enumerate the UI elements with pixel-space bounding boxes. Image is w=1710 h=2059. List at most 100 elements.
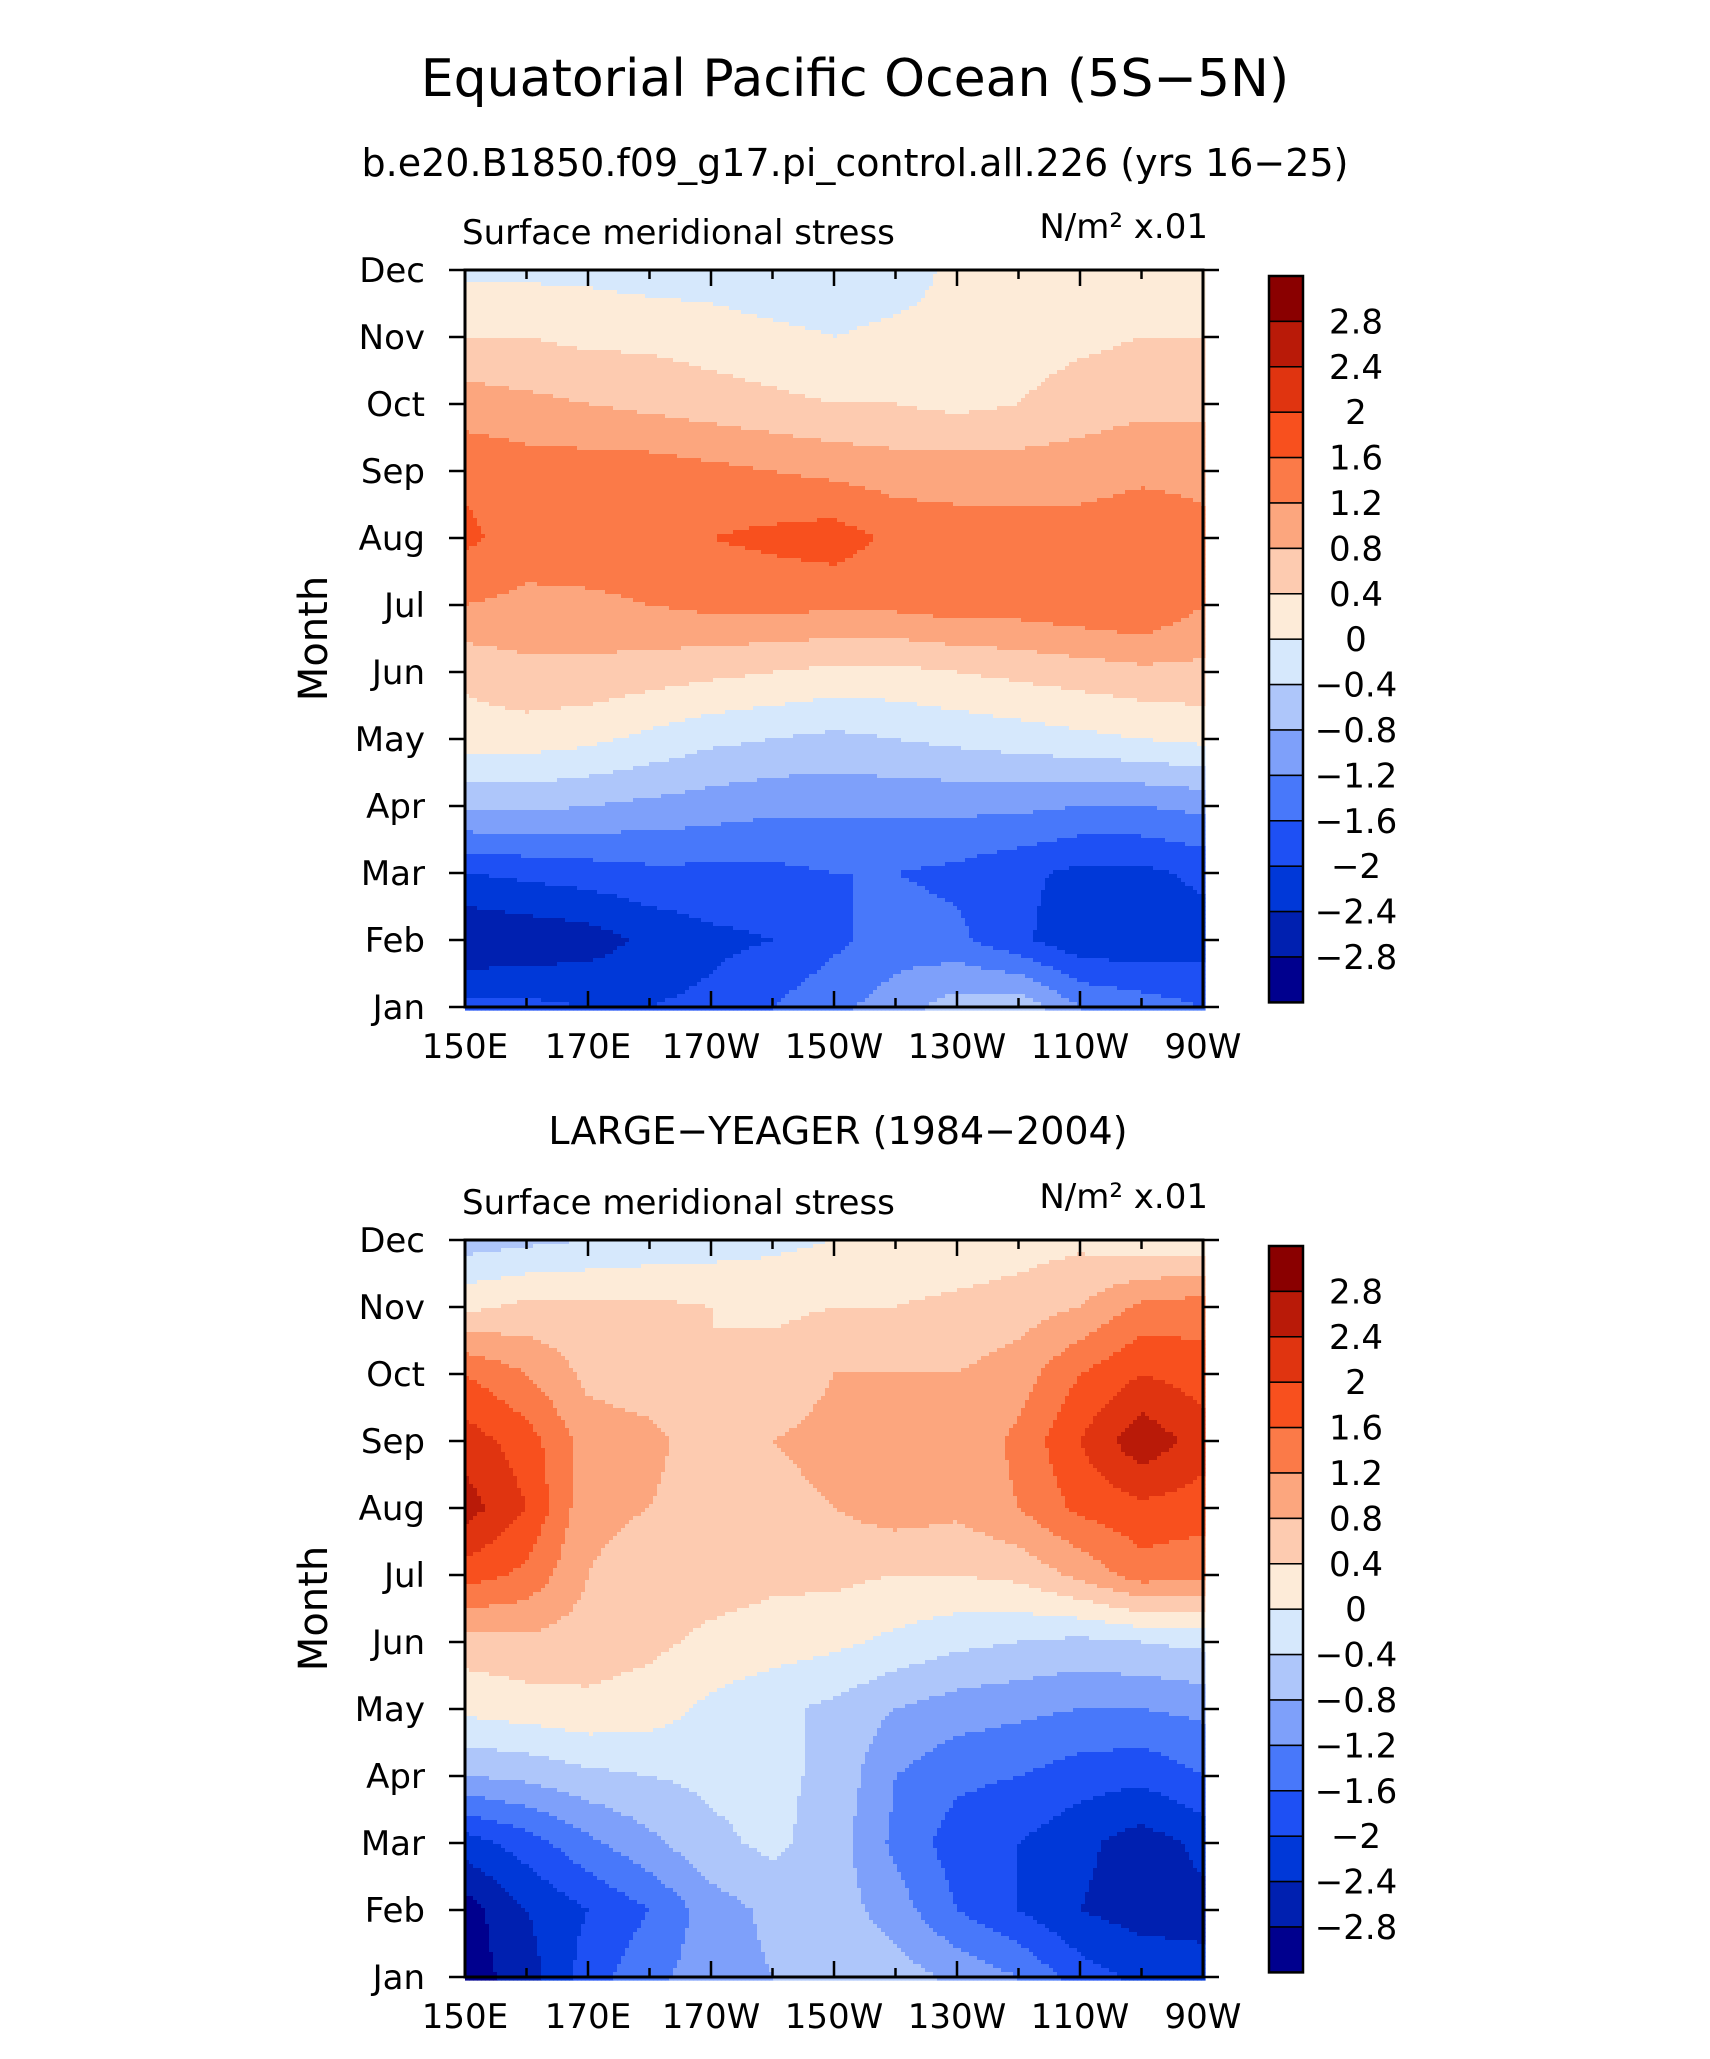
field-cell bbox=[901, 282, 906, 287]
field-cell bbox=[929, 274, 934, 279]
field-cell bbox=[777, 278, 782, 283]
field-cell bbox=[661, 282, 666, 287]
field-cell bbox=[1197, 274, 1202, 279]
field-cell bbox=[717, 278, 722, 283]
field-cell bbox=[841, 278, 846, 283]
field-cell bbox=[785, 278, 790, 283]
field-cell bbox=[617, 282, 622, 287]
field-cell bbox=[981, 278, 986, 283]
field-cell bbox=[929, 278, 934, 283]
field-cell bbox=[645, 282, 650, 287]
field-cell bbox=[861, 278, 866, 283]
field-cell bbox=[981, 274, 986, 279]
field-cell bbox=[689, 282, 694, 287]
field-cell bbox=[869, 274, 874, 279]
field-cell bbox=[729, 278, 734, 283]
field-cell bbox=[1037, 274, 1042, 279]
field-cell bbox=[961, 282, 966, 287]
field-cell bbox=[637, 274, 642, 279]
field-cell bbox=[965, 282, 970, 287]
field-cell bbox=[653, 274, 658, 279]
field-cell bbox=[921, 274, 926, 279]
field-cell bbox=[481, 274, 486, 279]
field-cell bbox=[593, 282, 598, 287]
field-cell bbox=[489, 278, 494, 283]
field-cell bbox=[1093, 278, 1098, 283]
field-cell bbox=[693, 278, 698, 283]
field-cell bbox=[849, 278, 854, 283]
field-cell bbox=[513, 282, 518, 287]
field-cell bbox=[497, 274, 502, 279]
field-cell bbox=[1181, 278, 1186, 283]
field-cell bbox=[861, 282, 866, 287]
field-cell bbox=[533, 282, 538, 287]
field-cell bbox=[685, 282, 690, 287]
field-cell bbox=[1189, 274, 1194, 279]
field-cell bbox=[725, 274, 730, 279]
field-cell bbox=[1185, 278, 1190, 283]
field-cell bbox=[993, 282, 998, 287]
field-cell bbox=[901, 274, 906, 279]
field-cell bbox=[1149, 278, 1154, 283]
field-cell bbox=[721, 274, 726, 279]
field-cell bbox=[537, 274, 542, 279]
field-cell bbox=[949, 274, 954, 279]
field-cell bbox=[865, 282, 870, 287]
field-cell bbox=[509, 282, 514, 287]
field-cell bbox=[1161, 274, 1166, 279]
field-cell bbox=[973, 282, 978, 287]
field-cell bbox=[905, 274, 910, 279]
field-cell bbox=[1069, 274, 1074, 279]
field-cell bbox=[1025, 274, 1030, 279]
field-cell bbox=[777, 282, 782, 287]
field-cell bbox=[621, 278, 626, 283]
field-cell bbox=[793, 278, 798, 283]
field-cell bbox=[781, 274, 786, 279]
field-cell bbox=[757, 278, 762, 283]
field-cell bbox=[577, 282, 582, 287]
field-cell bbox=[1009, 282, 1014, 287]
field-cell bbox=[1185, 274, 1190, 279]
field-cell bbox=[485, 282, 490, 287]
field-cell bbox=[613, 282, 618, 287]
field-cell bbox=[493, 274, 498, 279]
field-cell bbox=[581, 274, 586, 279]
field-cell bbox=[741, 278, 746, 283]
field-cell bbox=[1073, 274, 1078, 279]
field-cell bbox=[665, 282, 670, 287]
field-cell bbox=[925, 282, 930, 287]
field-cell bbox=[641, 278, 646, 283]
field-cell bbox=[945, 282, 950, 287]
field-cell bbox=[961, 274, 966, 279]
field-cell bbox=[1145, 278, 1150, 283]
field-cell bbox=[993, 274, 998, 279]
field-cell bbox=[941, 274, 946, 279]
field-cell bbox=[689, 274, 694, 279]
field-cell bbox=[1129, 278, 1134, 283]
field-cell bbox=[825, 274, 830, 279]
field-cell bbox=[809, 274, 814, 279]
field-cell bbox=[1033, 278, 1038, 283]
field-cell bbox=[885, 278, 890, 283]
field-cell bbox=[853, 282, 858, 287]
field-cell bbox=[1085, 278, 1090, 283]
field-cell bbox=[649, 282, 654, 287]
field-cell bbox=[505, 274, 510, 279]
field-cell bbox=[937, 274, 942, 279]
field-cell bbox=[689, 278, 694, 283]
field-cell bbox=[881, 274, 886, 279]
field-cell bbox=[497, 278, 502, 283]
field-cell bbox=[657, 282, 662, 287]
field-cell bbox=[593, 278, 598, 283]
field-cell bbox=[997, 282, 1002, 287]
field-cell bbox=[801, 278, 806, 283]
field-cell bbox=[605, 278, 610, 283]
field-cell bbox=[1153, 278, 1158, 283]
field-cell bbox=[693, 282, 698, 287]
field-cell bbox=[493, 278, 498, 283]
field-cell bbox=[933, 274, 938, 279]
field-cell bbox=[813, 274, 818, 279]
field-cell bbox=[809, 282, 814, 287]
field-cell bbox=[837, 282, 842, 287]
field-cell bbox=[621, 282, 626, 287]
